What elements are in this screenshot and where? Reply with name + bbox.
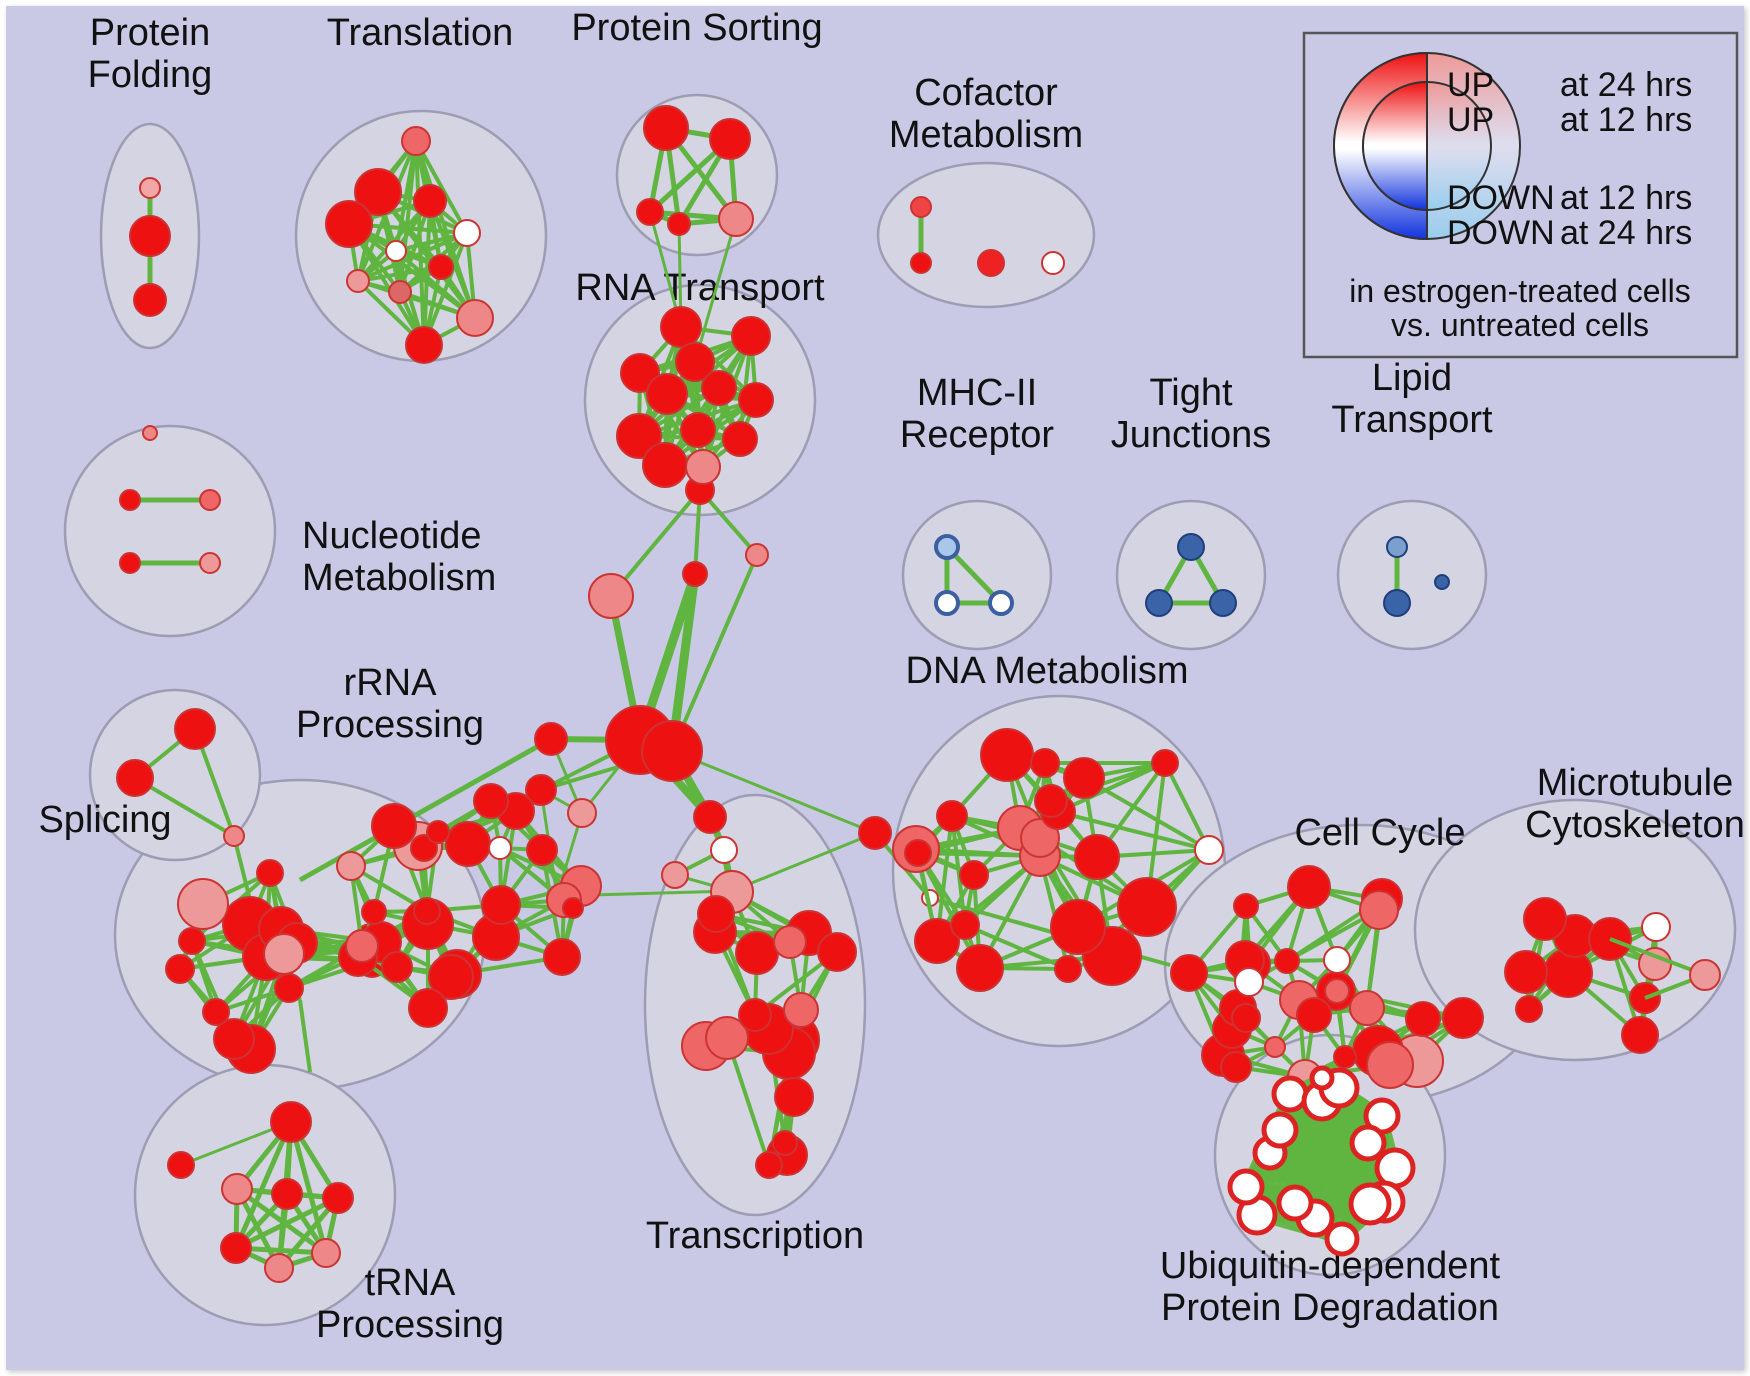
svg-text:UP: UP <box>1447 66 1494 104</box>
svg-text:Lipid: Lipid <box>1372 357 1452 399</box>
svg-text:Protein: Protein <box>90 12 210 54</box>
svg-text:Receptor: Receptor <box>900 414 1055 456</box>
svg-text:Processing: Processing <box>296 704 484 746</box>
svg-text:Cytoskeleton: Cytoskeleton <box>1525 804 1745 846</box>
svg-text:Metabolism: Metabolism <box>889 114 1083 156</box>
svg-text:Tight: Tight <box>1149 372 1233 414</box>
svg-text:Transport: Transport <box>1331 399 1493 441</box>
svg-text:DOWN: DOWN <box>1447 214 1555 252</box>
svg-text:Translation: Translation <box>327 12 514 54</box>
svg-text:Junctions: Junctions <box>1111 414 1272 456</box>
svg-text:Microtubule: Microtubule <box>1537 762 1733 804</box>
svg-text:at 12 hrs: at 12 hrs <box>1560 101 1692 139</box>
svg-text:vs. untreated cells: vs. untreated cells <box>1391 307 1649 343</box>
svg-text:Nucleotide: Nucleotide <box>302 515 482 557</box>
svg-text:Processing: Processing <box>316 1304 504 1346</box>
svg-text:at 12 hrs: at 12 hrs <box>1560 179 1692 217</box>
svg-text:at 24 hrs: at 24 hrs <box>1560 214 1692 252</box>
svg-text:in estrogen-treated cells: in estrogen-treated cells <box>1349 273 1691 309</box>
svg-text:Folding: Folding <box>88 54 213 96</box>
svg-text:Transcription: Transcription <box>646 1215 864 1257</box>
svg-text:UP: UP <box>1447 101 1494 139</box>
svg-text:DOWN: DOWN <box>1447 179 1555 217</box>
svg-text:MHC-II: MHC-II <box>917 372 1037 414</box>
svg-text:Protein Degradation: Protein Degradation <box>1161 1287 1499 1329</box>
svg-text:tRNA: tRNA <box>365 1262 456 1304</box>
svg-text:Protein Sorting: Protein Sorting <box>571 7 822 49</box>
svg-text:rRNA: rRNA <box>344 662 438 704</box>
svg-text:at 24 hrs: at 24 hrs <box>1560 66 1692 104</box>
svg-text:DNA Metabolism: DNA Metabolism <box>906 650 1189 692</box>
svg-text:Cell Cycle: Cell Cycle <box>1294 812 1465 854</box>
svg-text:Cofactor: Cofactor <box>914 72 1058 114</box>
svg-text:RNA Transport: RNA Transport <box>575 267 825 309</box>
svg-text:Splicing: Splicing <box>38 799 171 841</box>
svg-text:Metabolism: Metabolism <box>302 557 496 599</box>
